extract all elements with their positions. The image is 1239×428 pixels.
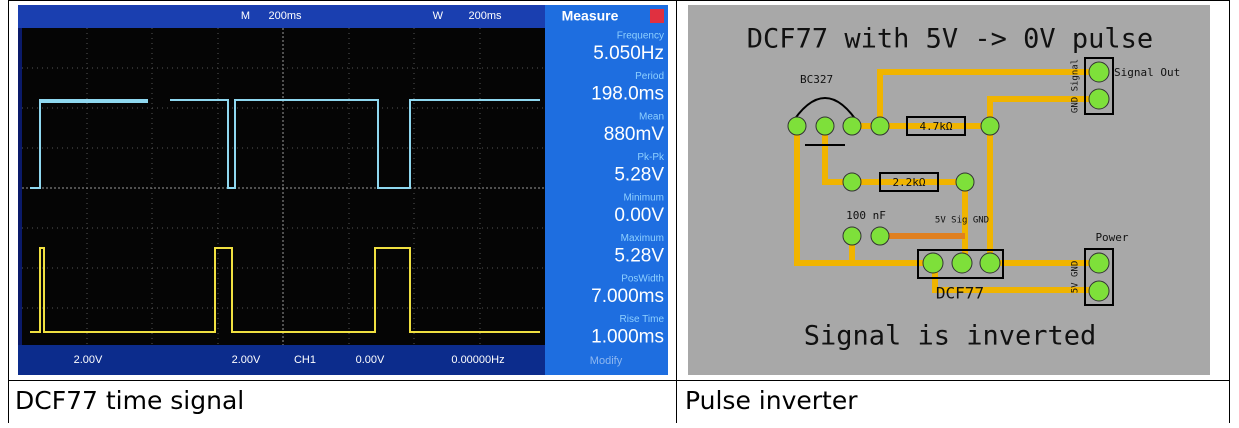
bottom-bar-label: CH1 xyxy=(294,354,316,366)
measure-title: Measure xyxy=(562,8,619,24)
pcb-label: 5V Sig GND xyxy=(935,216,989,226)
pcb-outlines xyxy=(789,57,1114,306)
measure-value: 7.000ms xyxy=(591,286,664,307)
pcb-pads xyxy=(870,226,890,246)
measure-label: Mean xyxy=(639,112,664,123)
pcb-label: Power xyxy=(1095,231,1128,244)
measure-value: 5.050Hz xyxy=(593,43,664,64)
caption: Pulse inverter xyxy=(685,386,858,415)
pcb-pads xyxy=(787,61,1110,302)
pcb-traces xyxy=(794,126,930,266)
pcb-title: DCF77 with 5V -> 0V pulse xyxy=(747,24,1153,55)
scope-traces xyxy=(30,247,540,333)
pcb-pads xyxy=(955,172,975,192)
pcb-pads xyxy=(980,116,1000,136)
pcb-label: GND Signal xyxy=(1071,59,1081,113)
measure-label: Frequency xyxy=(617,31,664,42)
measure-label: Rise Time xyxy=(620,314,665,325)
scope-traces xyxy=(30,99,148,189)
pcb-label: Signal Out xyxy=(1114,66,1180,79)
pcb-pads xyxy=(870,116,890,136)
scope-traces xyxy=(30,99,540,333)
pcb-outlines xyxy=(917,249,1004,279)
bottom-bar-label: 2.00V xyxy=(232,354,261,366)
scope-grid xyxy=(22,28,545,345)
top-bar-label: 200ms xyxy=(468,10,502,22)
pcb-diagram xyxy=(688,5,1210,375)
pcb-traces xyxy=(794,69,1100,293)
pcb-outlines xyxy=(906,116,966,136)
pcb-label: 4.7kΩ xyxy=(919,120,952,133)
pcb-traces xyxy=(877,69,1100,126)
top-bar-label: M xyxy=(241,10,250,22)
measure-value: 1.000ms xyxy=(591,327,664,348)
oscilloscope-screenshot xyxy=(18,5,545,28)
oscilloscope-screenshot xyxy=(18,345,545,375)
scope-traces xyxy=(170,99,540,189)
measure-label: Minimum xyxy=(623,193,664,204)
pcb-pads xyxy=(1088,280,1110,302)
caption: DCF77 time signal xyxy=(15,386,244,415)
pcb-pads xyxy=(815,116,835,136)
pcb-pads xyxy=(1088,88,1110,110)
top-bar-label: W xyxy=(433,10,444,22)
measure-label: Pk-Pk xyxy=(637,152,665,163)
bottom-bar-label: 0.00V xyxy=(356,354,385,366)
top-bar-label: 200ms xyxy=(268,10,302,22)
pcb-outlines xyxy=(1084,57,1114,115)
measure-value: 198.0ms xyxy=(591,84,664,105)
bottom-bar-label: 2.00V xyxy=(74,354,103,366)
scope-center-axes xyxy=(22,28,545,345)
pcb-pads xyxy=(787,116,807,136)
pcb-pads xyxy=(951,252,973,274)
pcb-label: 5V GND xyxy=(1071,261,1081,294)
modify-button[interactable]: Modify xyxy=(590,355,623,367)
pcb-traces xyxy=(822,126,968,263)
pcb-pads xyxy=(979,252,1001,274)
pcb-outlines xyxy=(789,97,861,127)
measure-value: 5.28V xyxy=(614,246,664,267)
measure-label: PosWidth xyxy=(621,274,664,285)
oscilloscope-screenshot xyxy=(545,5,668,375)
pcb-pads xyxy=(842,116,862,136)
measure-value: 5.28V xyxy=(614,165,664,186)
oscilloscope-screenshot xyxy=(18,5,668,375)
measure-value: 0.00V xyxy=(614,205,664,226)
pcb-label: 2.2kΩ xyxy=(892,176,925,189)
pcb-label: BC327 xyxy=(800,73,833,86)
table-border xyxy=(8,0,1230,423)
pcb-label: DCF77 xyxy=(936,284,984,303)
pcb-diagram xyxy=(688,5,1210,375)
bottom-bar-label: 0.00000Hz xyxy=(451,354,504,366)
pcb-pads xyxy=(1088,252,1110,274)
pcb-pads xyxy=(842,226,862,246)
pcb-pads xyxy=(842,172,862,192)
pcb-label: 100 nF xyxy=(846,209,886,222)
pcb-footer: Signal is inverted xyxy=(804,321,1097,352)
pcb-pads xyxy=(922,252,944,274)
pcb-pads xyxy=(1088,61,1110,83)
pcb-outlines xyxy=(879,172,939,192)
close-icon[interactable] xyxy=(650,9,664,23)
measure-label: Maximum xyxy=(621,233,664,244)
measure-label: Period xyxy=(635,71,664,82)
pcb-outlines xyxy=(1084,248,1114,306)
measure-value: 880mV xyxy=(604,124,665,145)
